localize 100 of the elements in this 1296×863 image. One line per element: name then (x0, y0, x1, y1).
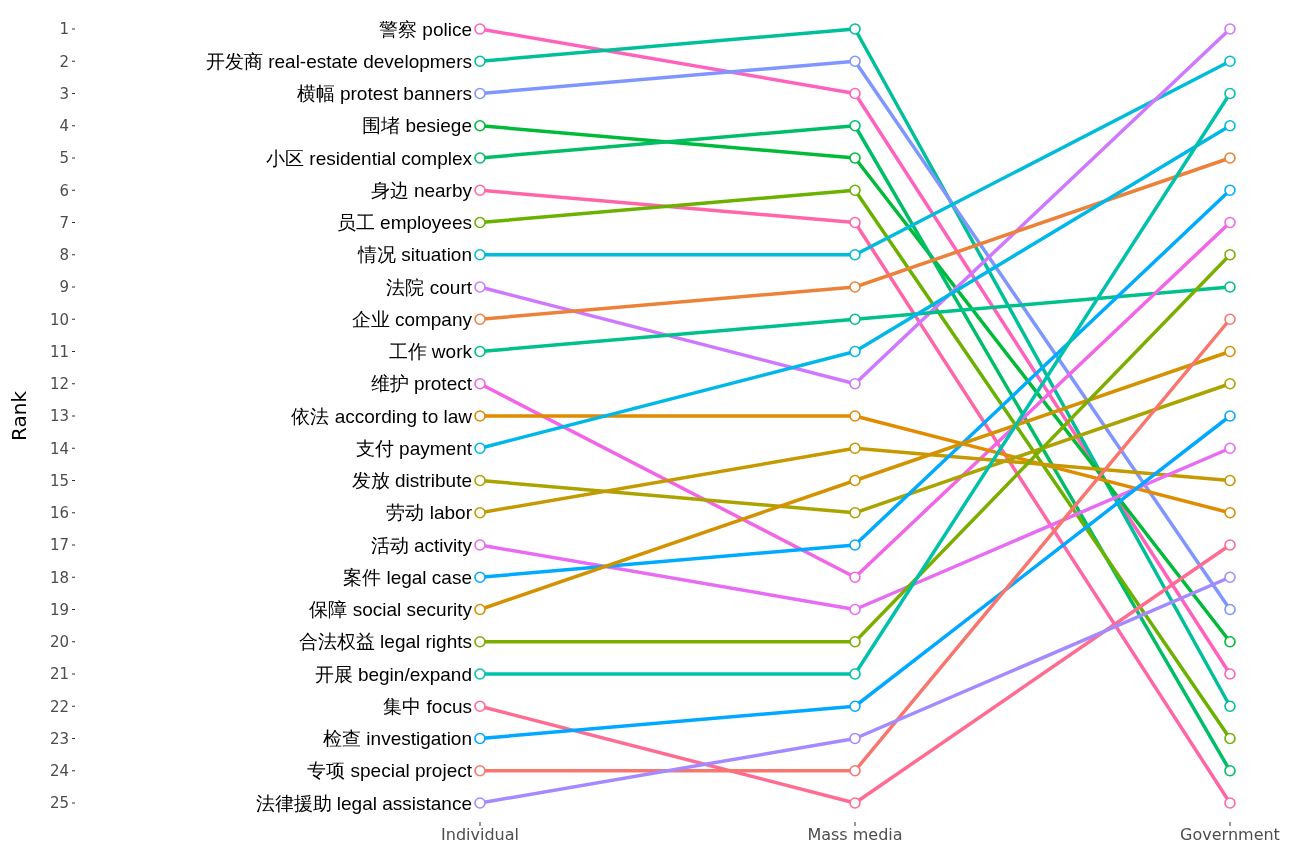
point (1224, 281, 1236, 293)
series-label: 小区 residential complex (266, 147, 473, 169)
point (1224, 410, 1236, 422)
point (474, 410, 486, 422)
point (1224, 474, 1236, 487)
y-tick-label: 11 (49, 342, 69, 361)
y-tick-label: 16 (49, 504, 69, 522)
y-tick-label: 1 (59, 20, 69, 39)
y-tick-label: 4 (59, 117, 69, 135)
point (849, 442, 861, 455)
y-tick-label: 12 (49, 375, 69, 393)
point (849, 764, 861, 777)
y-tick-label: 5 (59, 149, 69, 168)
point (849, 474, 861, 487)
point (1224, 700, 1236, 713)
point (1224, 23, 1236, 35)
y-tick-label: 18 (49, 568, 69, 587)
series-label: 法律援助 legal assistance (255, 792, 472, 814)
point (1224, 797, 1236, 809)
y-tick-label: 13 (49, 407, 69, 426)
y-tick-label: 8 (59, 246, 69, 264)
point (474, 23, 486, 35)
point (1224, 55, 1236, 68)
series-label: 身边 nearby (370, 179, 473, 201)
point (1224, 732, 1236, 745)
series-label: 开发商 real-estate developmers (205, 50, 472, 72)
series-label: 集中 focus (383, 695, 472, 717)
point (1224, 313, 1236, 326)
point (474, 152, 486, 164)
y-tick-label: 15 (49, 471, 69, 490)
x-tick-label: Government (1180, 825, 1280, 844)
point (849, 377, 861, 390)
y-tick-label: 2 (59, 52, 69, 71)
point (474, 377, 486, 390)
point (1224, 506, 1236, 519)
series-label: 情况 situation (356, 244, 472, 266)
point (849, 506, 861, 519)
series-label: 企业 company (351, 308, 473, 330)
point (474, 797, 486, 809)
point (849, 248, 861, 261)
point (474, 668, 486, 680)
point (474, 345, 486, 358)
point (849, 119, 861, 132)
y-tick-label: 24 (49, 762, 69, 780)
point (1224, 635, 1236, 648)
y-tick-label: 9 (59, 278, 69, 297)
y-tick-label: 20 (49, 633, 69, 651)
y-tick-label: 21 (49, 665, 69, 684)
point (849, 184, 861, 197)
point (849, 410, 861, 422)
point (474, 506, 486, 519)
series-label: 检查 investigation (323, 728, 472, 750)
point (1224, 87, 1236, 100)
y-tick-label: 3 (59, 84, 69, 103)
series-label: 合法权益 legal rights (298, 631, 472, 653)
point (1224, 603, 1236, 616)
point (849, 668, 861, 680)
y-tick-label: 22 (49, 697, 69, 716)
series-label: 工作 work (388, 341, 473, 363)
point (474, 248, 486, 261)
y-tick-label: 7 (59, 213, 69, 232)
point (1224, 442, 1236, 455)
point (1224, 119, 1236, 132)
series-label: 依法 according to law (291, 405, 473, 427)
y-tick-label: 17 (49, 536, 69, 555)
series-label: 围堵 besiege (362, 115, 472, 137)
point (474, 700, 486, 713)
series-label: 劳动 labor (386, 502, 473, 524)
point (474, 539, 486, 551)
series-label: 法院 court (386, 276, 473, 298)
y-tick-label: 14 (49, 439, 69, 458)
point (849, 700, 861, 713)
point (474, 184, 486, 197)
point (1224, 152, 1236, 164)
point (849, 571, 861, 584)
series-label: 员工 employees (336, 212, 472, 234)
point (1224, 571, 1236, 584)
series-label: 维护 protect (370, 373, 473, 395)
point (1224, 216, 1236, 229)
point (849, 635, 861, 648)
point (474, 119, 486, 132)
point (474, 55, 486, 68)
point (849, 313, 861, 326)
x-tick-label: Individual (441, 825, 519, 844)
point (474, 474, 486, 487)
x-tick-label: Mass media (807, 825, 903, 844)
point (849, 152, 861, 164)
point (849, 216, 861, 229)
series-label: 案件 legal case (343, 566, 472, 588)
point (1224, 539, 1236, 551)
series-label: 开展 begin/expand (314, 663, 472, 685)
point (474, 216, 486, 229)
y-axis-title: Rank (7, 390, 31, 441)
point (1224, 345, 1236, 358)
series-label: 支付 payment (355, 437, 473, 459)
point (849, 87, 861, 100)
series-label: 保障 social security (309, 599, 473, 621)
point (474, 313, 486, 326)
point (474, 732, 486, 745)
series-label: 活动 activity (370, 534, 473, 556)
